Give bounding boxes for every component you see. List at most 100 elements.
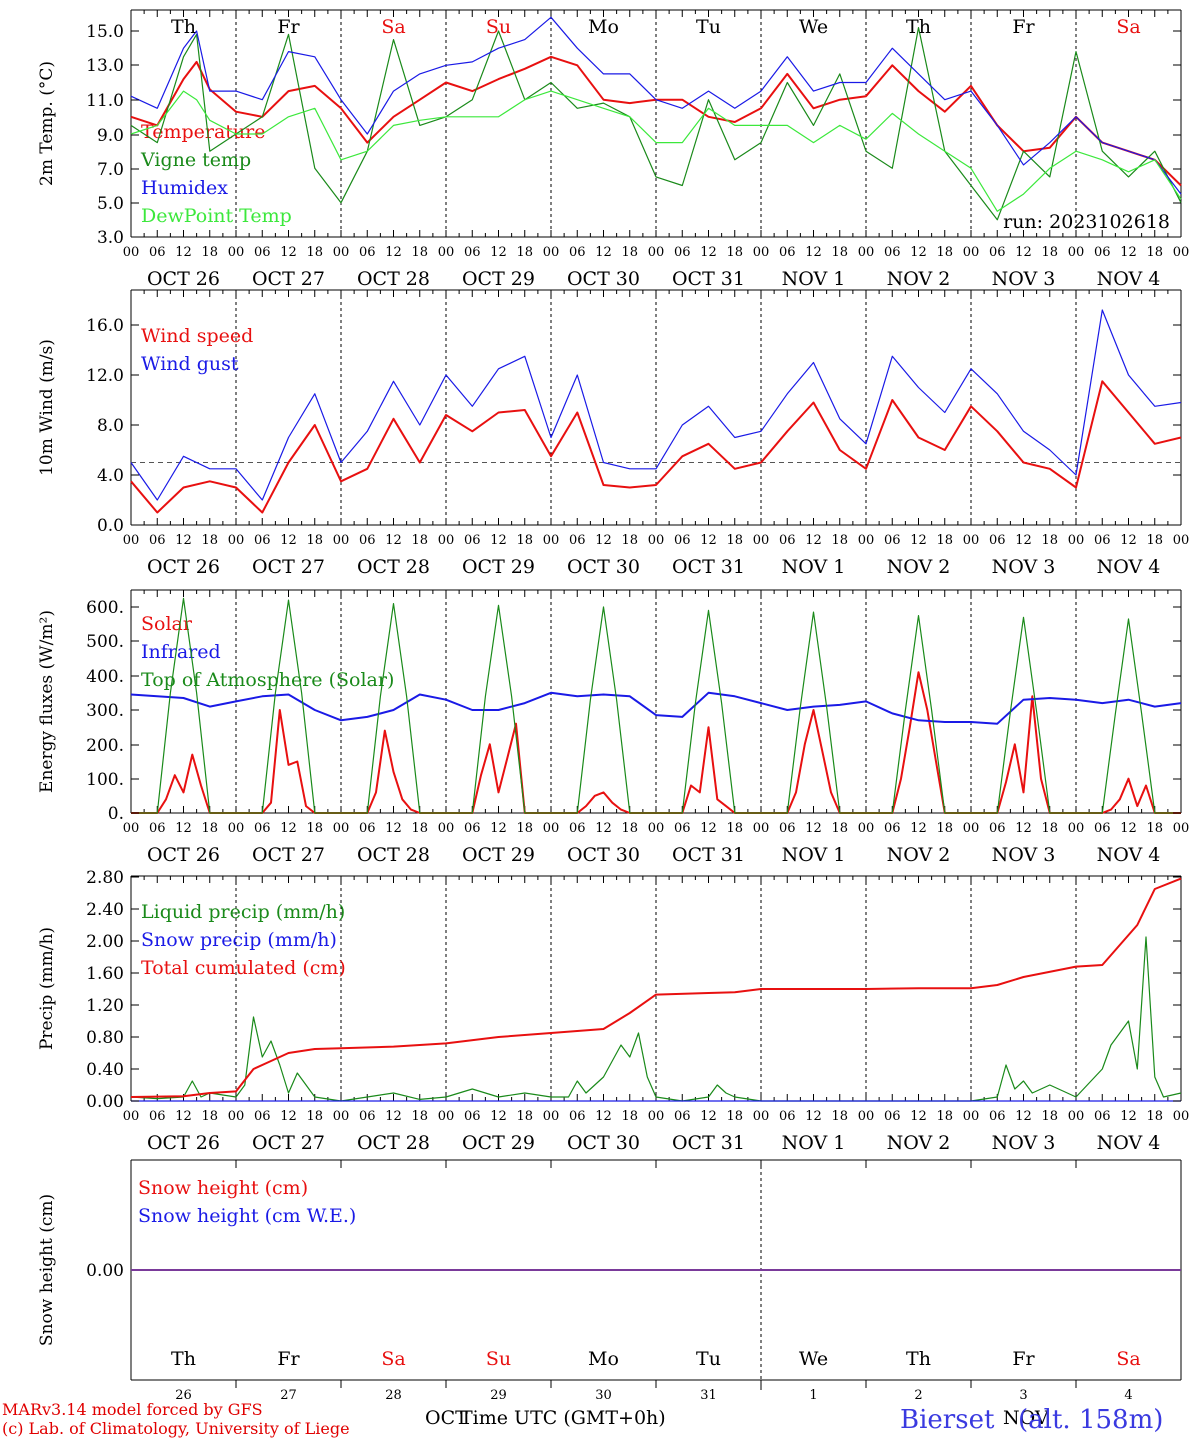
legend-entry: Humidex xyxy=(141,177,228,199)
y-tick-label: 9.0 xyxy=(97,126,124,146)
series-line xyxy=(130,16,1182,195)
hour-tick-label: 18 xyxy=(621,1109,638,1124)
y-tick-label: 400. xyxy=(86,667,124,687)
hour-tick-label: 00 xyxy=(438,533,455,548)
y-tick-label: 1.60 xyxy=(86,964,124,984)
hour-tick-label: 18 xyxy=(411,821,428,836)
hour-tick-label: 18 xyxy=(726,245,743,260)
hour-tick-label: 00 xyxy=(228,245,245,260)
hour-tick-label: 06 xyxy=(464,245,481,260)
hour-tick-label: 12 xyxy=(595,821,612,836)
y-tick-label: 0.80 xyxy=(86,1028,124,1048)
legend-entry: Top of Atmosphere (Solar) xyxy=(141,669,394,691)
credit-line: (c) Lab. of Climatology, University of L… xyxy=(2,1419,350,1438)
hour-tick-label: 12 xyxy=(175,1109,192,1124)
hour-tick-label: 06 xyxy=(674,1109,691,1124)
hour-tick-label: 18 xyxy=(516,245,533,260)
y-tick-label: 3.0 xyxy=(97,228,124,248)
hour-tick-label: 12 xyxy=(280,1109,297,1124)
y-tick-label: 0.00 xyxy=(86,1261,124,1281)
hour-tick-label: 12 xyxy=(805,533,822,548)
hour-tick-label: 18 xyxy=(306,533,323,548)
y-tick-label: 0.00 xyxy=(86,1092,124,1112)
x-axis-label: Time UTC (GMT+0h) xyxy=(460,1407,666,1429)
date-label: OCT 26 xyxy=(147,268,220,290)
hour-tick-label: 12 xyxy=(700,1109,717,1124)
y-tick-label: 200. xyxy=(86,736,124,756)
hour-tick-label: 12 xyxy=(280,245,297,260)
hour-tick-label: 12 xyxy=(1120,821,1137,836)
hour-tick-label: 00 xyxy=(648,821,665,836)
series-line xyxy=(130,90,1182,212)
hour-tick-label: 00 xyxy=(333,245,350,260)
day-name: Th xyxy=(171,1348,196,1370)
hour-tick-label: 06 xyxy=(1094,1109,1111,1124)
y-axis-label: Energy fluxes (W/m²) xyxy=(37,610,57,793)
legend-entry: DewPoint Temp xyxy=(141,205,292,227)
hour-tick-label: 06 xyxy=(779,1109,796,1124)
legend-entry: Snow height (cm W.E.) xyxy=(138,1205,356,1227)
hour-tick-label: 18 xyxy=(201,533,218,548)
hour-tick-label: 06 xyxy=(989,1109,1006,1124)
hour-tick-label: 00 xyxy=(438,1109,455,1124)
hour-tick-label: 00 xyxy=(648,245,665,260)
hour-tick-label: 00 xyxy=(123,821,140,836)
hour-tick-label: 12 xyxy=(1015,533,1032,548)
panel-0: Temperature Vigne temp Humidex DewPoint Tem… xyxy=(37,9,1182,248)
month-label: OCT xyxy=(425,1407,468,1429)
legend-entry: Wind speed xyxy=(141,325,253,347)
hour-tick-label: 06 xyxy=(464,533,481,548)
hour-tick-label: 18 xyxy=(516,1109,533,1124)
hour-tick-label: 12 xyxy=(910,1109,927,1124)
date-label: NOV 1 xyxy=(782,1132,846,1154)
y-tick-label: 2.40 xyxy=(86,900,124,920)
hour-tick-label: 06 xyxy=(884,533,901,548)
hour-tick-label: 00 xyxy=(333,821,350,836)
day-name: Tu xyxy=(696,1348,721,1370)
hour-tick-label: 06 xyxy=(254,821,271,836)
legend-entry: Solar xyxy=(141,613,193,635)
hour-tick-label: 12 xyxy=(280,533,297,548)
hour-tick-label: 06 xyxy=(149,245,166,260)
hour-tick-label: 18 xyxy=(306,245,323,260)
hour-tick-label: 06 xyxy=(464,1109,481,1124)
date-label: OCT 29 xyxy=(462,268,535,290)
legend-entry: Snow precip (mm/h) xyxy=(141,929,337,951)
date-label: NOV 3 xyxy=(992,1132,1056,1154)
day-name: Fr xyxy=(1012,1348,1035,1370)
hour-tick-label: 12 xyxy=(805,821,822,836)
hour-tick-label: 00 xyxy=(123,1109,140,1124)
hour-tick-label: 12 xyxy=(595,1109,612,1124)
hour-tick-label: 12 xyxy=(910,821,927,836)
day-name: Sa xyxy=(381,1348,405,1370)
hour-tick-label: 06 xyxy=(464,821,481,836)
date-label: OCT 27 xyxy=(252,268,325,290)
hour-tick-label: 18 xyxy=(621,245,638,260)
date-label: OCT 28 xyxy=(357,1132,430,1154)
hour-tick-label: 12 xyxy=(1120,245,1137,260)
day-number: 1 xyxy=(809,1388,817,1403)
hour-tick-label: 00 xyxy=(858,533,875,548)
date-label: OCT 29 xyxy=(462,556,535,578)
hour-tick-label: 00 xyxy=(858,821,875,836)
hour-tick-label: 12 xyxy=(385,821,402,836)
hour-tick-label: 06 xyxy=(884,821,901,836)
station-altitude: (alt. 158m) xyxy=(1018,1405,1163,1435)
date-label: OCT 26 xyxy=(147,1132,220,1154)
date-label: OCT 28 xyxy=(357,844,430,866)
hour-tick-label: 18 xyxy=(726,533,743,548)
day-number: 27 xyxy=(280,1388,297,1403)
date-label: OCT 28 xyxy=(357,268,430,290)
day-name: Sa xyxy=(1116,1348,1140,1370)
hour-tick-label: 18 xyxy=(831,533,848,548)
y-tick-label: 13.0 xyxy=(86,56,124,76)
hour-tick-label: 00 xyxy=(543,533,560,548)
day-number: 26 xyxy=(175,1388,192,1403)
hour-tick-label: 06 xyxy=(569,821,586,836)
series-line xyxy=(130,936,1182,1102)
date-label: OCT 29 xyxy=(462,844,535,866)
y-tick-label: 0. xyxy=(108,804,124,824)
hour-tick-label: 00 xyxy=(753,245,770,260)
y-tick-label: 1.20 xyxy=(86,996,124,1016)
y-axis-label: Precip (mm/h) xyxy=(37,927,57,1050)
